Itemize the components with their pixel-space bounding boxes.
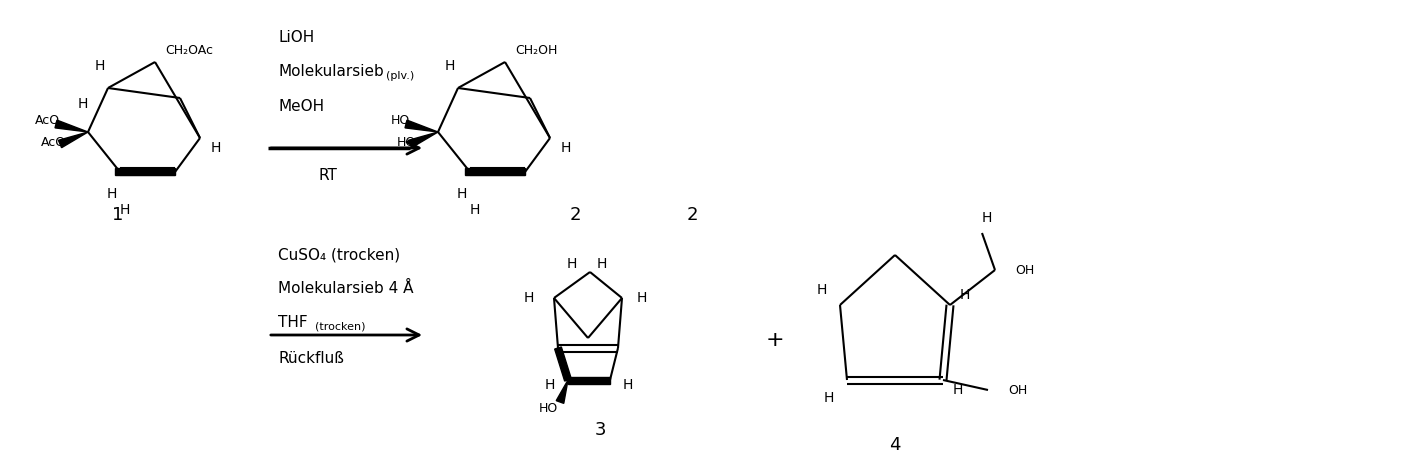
Text: H: H <box>470 203 480 217</box>
Text: (trocken): (trocken) <box>315 321 366 331</box>
Polygon shape <box>115 168 174 175</box>
Text: 3: 3 <box>594 421 606 439</box>
Text: H: H <box>94 59 106 73</box>
Text: THF: THF <box>279 314 308 330</box>
Text: MeOH: MeOH <box>279 99 324 113</box>
Text: H: H <box>445 59 456 73</box>
Text: HO: HO <box>539 401 559 414</box>
Text: H: H <box>960 288 971 302</box>
Text: H: H <box>211 141 221 155</box>
Text: H: H <box>523 291 535 305</box>
Text: H: H <box>623 378 633 392</box>
Text: CH₂OH: CH₂OH <box>515 44 557 57</box>
Polygon shape <box>554 347 571 381</box>
Text: H: H <box>953 383 964 397</box>
Text: H: H <box>561 141 571 155</box>
Text: OH: OH <box>1007 384 1027 397</box>
Text: 4: 4 <box>889 436 900 454</box>
Text: H: H <box>545 378 556 392</box>
Polygon shape <box>556 380 568 403</box>
Text: OH: OH <box>1014 264 1034 277</box>
Polygon shape <box>55 120 89 132</box>
Text: HO: HO <box>397 135 416 148</box>
Polygon shape <box>568 377 611 384</box>
Text: Molekularsieb: Molekularsieb <box>279 65 384 80</box>
Text: LiOH: LiOH <box>279 31 314 46</box>
Text: H: H <box>982 211 992 225</box>
Text: (plv.): (plv.) <box>386 71 414 81</box>
Text: H: H <box>817 283 827 297</box>
Polygon shape <box>405 120 438 132</box>
Text: HO: HO <box>391 113 409 126</box>
Text: H: H <box>567 257 577 271</box>
Text: 1: 1 <box>113 206 124 224</box>
Text: H: H <box>825 391 834 405</box>
Text: H: H <box>107 187 117 201</box>
Text: Molekularsieb 4 Å: Molekularsieb 4 Å <box>279 280 414 296</box>
Text: H: H <box>120 203 131 217</box>
Text: AcO: AcO <box>35 113 61 126</box>
Text: CH₂OAc: CH₂OAc <box>165 44 212 57</box>
Polygon shape <box>59 132 89 148</box>
Polygon shape <box>408 132 438 148</box>
Text: H: H <box>457 187 467 201</box>
Polygon shape <box>464 168 525 175</box>
Text: AcO: AcO <box>41 135 66 148</box>
Text: H: H <box>597 257 608 271</box>
Text: 2: 2 <box>570 206 581 224</box>
Text: RT: RT <box>318 167 336 182</box>
Text: Rückfluß: Rückfluß <box>279 351 343 365</box>
Text: H: H <box>77 97 89 111</box>
Text: +: + <box>765 330 784 350</box>
Text: H: H <box>637 291 647 305</box>
Text: 2: 2 <box>687 206 698 224</box>
Text: CuSO₄ (trocken): CuSO₄ (trocken) <box>279 247 400 263</box>
